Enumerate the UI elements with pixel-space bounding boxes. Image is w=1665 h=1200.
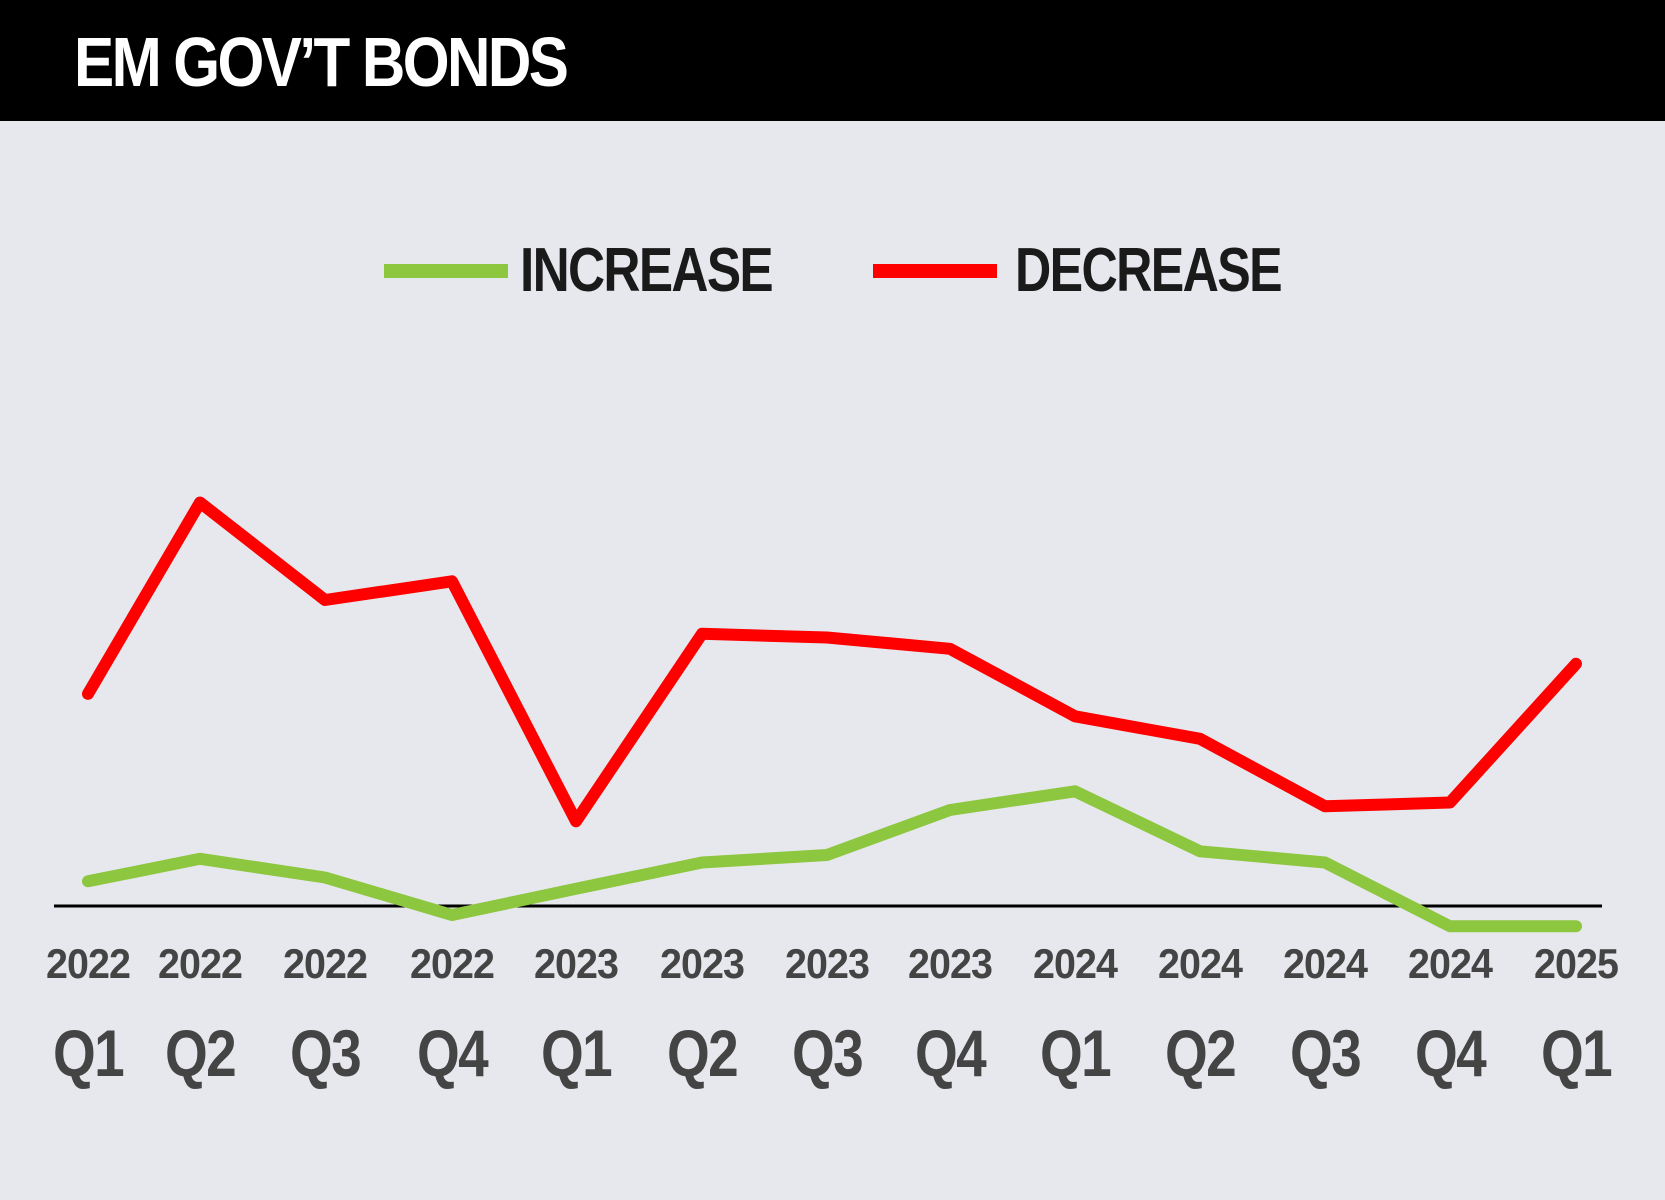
legend: INCREASE DECREASE [384,236,1283,305]
x-tick-quarter: Q2 [1165,1016,1235,1090]
series-line-increase [82,785,1582,933]
x-tick-year: 2024 [1408,940,1494,987]
x-tick-year: 2023 [534,940,618,987]
x-tick-year: 2022 [158,940,242,987]
series-line-decrease [82,496,1582,828]
x-axis-ticks: 2022 2022 2022 2022 2023 2023 2023 2023 2024 2024… [46,940,1620,1090]
x-tick-year: 2024 [1158,940,1244,987]
x-tick-year: 2022 [410,940,494,987]
x-tick-year: 2024 [1283,940,1369,987]
legend-label-increase: INCREASE [520,236,772,305]
x-tick-year: 2022 [46,940,130,987]
x-tick-quarter: Q4 [915,1016,987,1090]
x-tick-quarter: Q1 [1541,1016,1611,1090]
x-tick-year: 2023 [908,940,992,987]
x-tick-quarter: Q2 [667,1016,737,1090]
x-tick-year: 2022 [283,940,367,987]
x-tick-quarter: Q4 [1415,1016,1487,1090]
header-bar: EM GOV’T BONDS [0,0,1665,121]
series-layer [82,496,1582,933]
x-tick-quarter: Q1 [53,1016,123,1090]
x-tick-quarter: Q3 [792,1016,862,1090]
chart-title: EM GOV’T BONDS [74,23,569,101]
x-tick-quarter: Q3 [1290,1016,1360,1090]
x-tick-quarter: Q2 [165,1016,235,1090]
legend-label-decrease: DECREASE [1015,236,1281,305]
x-tick-year: 2023 [660,940,744,987]
x-tick-quarter: Q1 [541,1016,611,1090]
x-tick-year: 2023 [785,940,869,987]
x-tick-quarter: Q3 [290,1016,360,1090]
x-tick-year: 2024 [1033,940,1119,987]
x-tick-quarter: Q1 [1040,1016,1110,1090]
x-tick-quarter: Q4 [417,1016,489,1090]
x-tick-year: 2025 [1534,940,1619,987]
